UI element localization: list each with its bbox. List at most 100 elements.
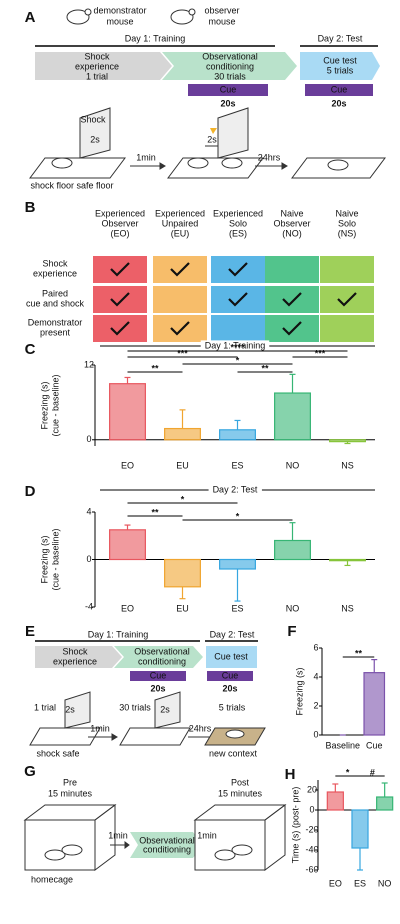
stage-label: Cue test bbox=[214, 651, 248, 661]
interval-label: 1min bbox=[197, 830, 217, 840]
bar bbox=[109, 383, 146, 441]
significance-label: # bbox=[370, 767, 375, 777]
floor-label: shock safe bbox=[36, 748, 79, 758]
y-axis-label: Time (s) (post- pre) bbox=[290, 787, 300, 864]
column-header: (NS) bbox=[338, 228, 357, 238]
panel-label: B bbox=[25, 199, 36, 216]
y-tick-label: 20 bbox=[307, 784, 317, 794]
significance-label: * bbox=[236, 355, 240, 365]
stage-label: Observational bbox=[139, 835, 195, 845]
x-tick-label: Baseline bbox=[325, 740, 360, 750]
bar bbox=[219, 429, 256, 441]
table-cell bbox=[211, 315, 265, 342]
y-tick-label: 12 bbox=[84, 359, 94, 369]
stage-label: Observational bbox=[134, 646, 190, 656]
x-tick-label: EO bbox=[121, 603, 134, 613]
y-tick-label: 0 bbox=[86, 434, 91, 444]
row-label: present bbox=[40, 327, 71, 337]
panel-label: D bbox=[25, 483, 36, 500]
mouse-label: observer bbox=[204, 5, 239, 15]
stage-label: conditioning bbox=[206, 61, 254, 71]
shock-duration: 2s bbox=[65, 704, 75, 714]
row-label: experience bbox=[33, 268, 77, 278]
mouse-label: mouse bbox=[106, 16, 133, 26]
check-mark bbox=[110, 292, 130, 307]
column-header: Naive bbox=[335, 208, 358, 218]
floor-label: shock floor safe floor bbox=[30, 180, 113, 190]
column-header: Experienced bbox=[95, 208, 145, 218]
y-axis-label: (cue - baseline) bbox=[50, 528, 60, 590]
row-label: Paired bbox=[42, 288, 68, 298]
stage-label: experience bbox=[53, 656, 97, 666]
context-label: new context bbox=[209, 748, 258, 758]
table-cell bbox=[93, 315, 147, 342]
shock-label: Shock bbox=[80, 114, 106, 124]
y-tick-label: 4 bbox=[313, 671, 318, 681]
interval-label: 1min bbox=[108, 830, 128, 840]
significance-label: ** bbox=[355, 648, 363, 658]
check-mark bbox=[282, 292, 302, 307]
trial-label: 5 trials bbox=[219, 702, 246, 712]
row-label: Demonstrator bbox=[28, 317, 83, 327]
significance-label: ** bbox=[151, 363, 159, 373]
table-cell bbox=[153, 315, 207, 342]
table-cell bbox=[320, 315, 374, 342]
interval-label: 24hrs bbox=[189, 723, 212, 733]
x-tick-label: ES bbox=[354, 878, 366, 888]
title-bg bbox=[200, 340, 270, 351]
cue-duration: 20s bbox=[331, 98, 346, 108]
bar bbox=[363, 672, 386, 736]
table-cell bbox=[211, 256, 265, 283]
title-bg bbox=[208, 484, 262, 495]
bar bbox=[109, 529, 146, 561]
cue-label: Cue bbox=[222, 670, 239, 680]
significance-label: * bbox=[236, 511, 240, 521]
table-cell bbox=[265, 286, 319, 313]
trial-label: 1 trial bbox=[34, 702, 56, 712]
y-tick-label: 0 bbox=[313, 729, 318, 739]
panel-label: H bbox=[285, 766, 296, 783]
y-tick-label: -20 bbox=[305, 824, 318, 834]
table-cell bbox=[211, 286, 265, 313]
bar bbox=[274, 392, 311, 441]
day-heading: Day 1: Training bbox=[88, 629, 149, 639]
y-axis-label: Freezing (s) bbox=[39, 381, 49, 429]
bar bbox=[329, 558, 366, 562]
column-header: Naive bbox=[280, 208, 303, 218]
interval-label: 24hrs bbox=[258, 152, 281, 162]
bar bbox=[351, 809, 369, 849]
panel-a-art bbox=[29, 8, 386, 179]
row-label: cue and shock bbox=[26, 298, 85, 308]
stage-label: conditioning bbox=[138, 656, 186, 666]
y-tick-label: -40 bbox=[305, 844, 318, 854]
panel-label: C bbox=[25, 341, 36, 358]
check-mark bbox=[110, 262, 130, 277]
column-header: (NO) bbox=[282, 228, 302, 238]
phase-label: 15 minutes bbox=[218, 788, 263, 798]
table-cell bbox=[93, 256, 147, 283]
row-label: Shock bbox=[42, 258, 68, 268]
y-tick-label: 4 bbox=[86, 506, 91, 516]
interval-label: 1min bbox=[136, 152, 156, 162]
check-mark bbox=[110, 321, 130, 336]
y-tick-label: -60 bbox=[305, 864, 318, 874]
chart-title: Day 2: Test bbox=[213, 484, 258, 494]
cue-duration: 20s bbox=[150, 683, 165, 693]
x-tick-label: NO bbox=[378, 878, 392, 888]
cue-label: Cue bbox=[150, 670, 167, 680]
panel-label: G bbox=[24, 763, 36, 780]
mouse-label: demonstrator bbox=[93, 5, 146, 15]
table-cell bbox=[265, 315, 319, 342]
cue-duration: 20s bbox=[222, 683, 237, 693]
x-tick-label: NS bbox=[341, 603, 354, 613]
significance-label: * bbox=[181, 494, 185, 504]
check-mark bbox=[170, 321, 190, 336]
cue-label: Cue bbox=[331, 84, 348, 94]
column-header: Experienced bbox=[213, 208, 263, 218]
stage-label: Observational bbox=[202, 51, 258, 61]
x-tick-label: Cue bbox=[366, 740, 383, 750]
column-header: Observer bbox=[273, 218, 310, 228]
check-mark bbox=[228, 262, 248, 277]
stage-label: Shock bbox=[62, 646, 88, 656]
column-header: Unpaired bbox=[162, 218, 199, 228]
